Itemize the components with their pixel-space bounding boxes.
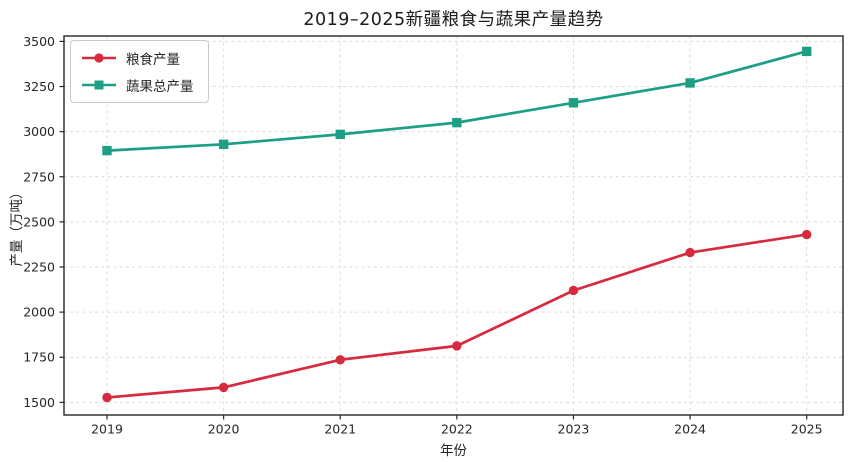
y-tick-label: 2000 [23, 305, 55, 320]
x-tick-label: 2022 [441, 422, 473, 437]
chart-title: 2019–2025新疆粮食与蔬果产量趋势 [303, 10, 604, 30]
data-point [102, 145, 112, 156]
data-point [685, 78, 695, 88]
y-tick-label: 1500 [23, 395, 55, 410]
legend-item-vegfruit: 蔬果总产量 [81, 75, 194, 95]
y-tick-label: 2250 [23, 260, 55, 275]
x-tick-label: 2023 [558, 422, 590, 437]
data-point [218, 139, 229, 149]
data-point [568, 98, 579, 108]
legend-label-grain: 粮食产量 [126, 52, 180, 68]
x-tick-label: 2020 [208, 422, 240, 437]
data-point [335, 129, 345, 140]
data-point [685, 247, 695, 258]
data-point [452, 117, 462, 128]
data-point [452, 341, 462, 351]
vegfruit-series-sample-icon [82, 80, 116, 90]
data-point [802, 46, 812, 57]
y-tick-label: 2750 [23, 169, 55, 184]
y-tick-label: 2500 [23, 214, 55, 229]
y-tick-label: 3000 [23, 124, 55, 139]
data-point [568, 285, 579, 296]
x-tick-label: 2024 [674, 422, 706, 437]
data-point [218, 382, 229, 393]
x-tick-label: 2025 [791, 422, 823, 437]
y-tick-label: 1750 [23, 350, 55, 365]
data-point [802, 229, 812, 240]
x-tick-label: 2021 [324, 422, 356, 437]
grain-series-sample-icon [82, 53, 116, 63]
legend-item-grain: 粮食产量 [81, 48, 194, 68]
y-axis-label: 产量（万吨） [9, 185, 25, 267]
x-tick-label: 2019 [91, 422, 123, 437]
legend-label-vegfruit: 蔬果总产量 [126, 79, 194, 95]
data-point [102, 392, 112, 403]
plot-border [63, 35, 844, 416]
legend: 粮食产量 蔬果总产量 [70, 40, 209, 103]
data-point [335, 355, 345, 365]
x-axis-label: 年份 [440, 443, 467, 459]
y-tick-label: 3250 [23, 79, 55, 94]
y-tick-label: 3500 [23, 34, 55, 49]
